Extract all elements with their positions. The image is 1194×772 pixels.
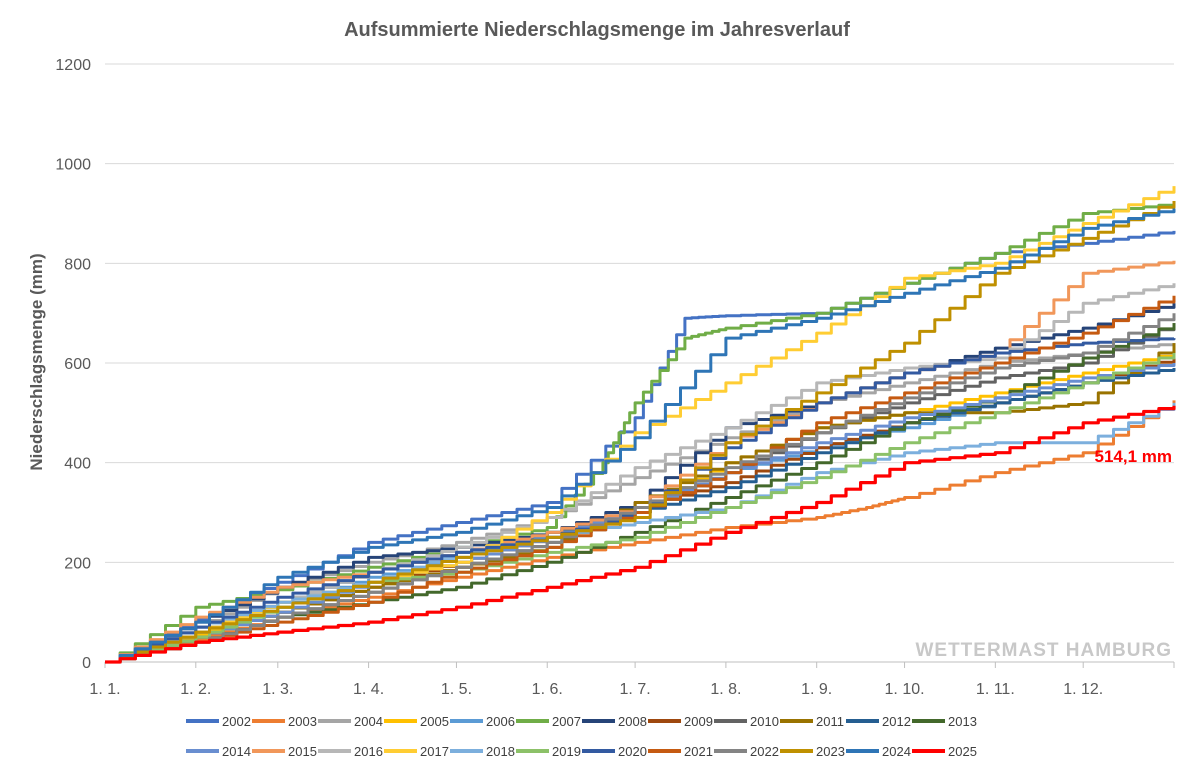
annotation-2025-total: 514,1 mm — [1095, 447, 1173, 466]
legend-label-2020: 2020 — [618, 744, 647, 759]
x-tick-label: 1. 5. — [441, 681, 472, 698]
legend-label-2022: 2022 — [750, 744, 779, 759]
x-tick-label: 1. 3. — [262, 681, 293, 698]
series-line-2024 — [105, 208, 1176, 664]
x-tick-label: 1. 4. — [353, 681, 384, 698]
legend-label-2017: 2017 — [420, 744, 449, 759]
legend-label-2005: 2005 — [420, 714, 449, 729]
legend-label-2023: 2023 — [816, 744, 845, 759]
y-tick-label: 600 — [64, 356, 91, 373]
legend-label-2015: 2015 — [288, 744, 317, 759]
legend-label-2014: 2014 — [222, 744, 251, 759]
legend-label-2010: 2010 — [750, 714, 779, 729]
y-tick-label: 0 — [82, 655, 91, 672]
legend-label-2009: 2009 — [684, 714, 713, 729]
x-tick-label: 1. 8. — [710, 681, 741, 698]
chart-title: Aufsummierte Niederschlagsmenge im Jahre… — [344, 19, 850, 41]
series-line-2025 — [105, 405, 1176, 664]
x-tick-label: 1. 2. — [180, 681, 211, 698]
x-tick-label: 1. 1. — [89, 681, 120, 698]
series-line-2022 — [105, 313, 1176, 664]
legend-label-2007: 2007 — [552, 714, 581, 729]
x-tick-label: 1. 6. — [532, 681, 563, 698]
y-tick-label: 800 — [64, 256, 91, 273]
y-tick-label: 1000 — [55, 157, 91, 174]
legend-label-2024: 2024 — [882, 744, 911, 759]
legend-label-2003: 2003 — [288, 714, 317, 729]
y-tick-label: 400 — [64, 456, 91, 473]
legend-label-2011: 2011 — [816, 714, 844, 729]
x-tick-label: 1. 12. — [1063, 681, 1103, 698]
x-tick-label: 1. 11. — [976, 681, 1015, 698]
series-lines — [105, 186, 1176, 664]
legend-label-2002: 2002 — [222, 714, 251, 729]
watermark-text: WETTERMAST HAMBURG — [915, 640, 1172, 661]
legend-label-2008: 2008 — [618, 714, 647, 729]
legend-label-2019: 2019 — [552, 744, 581, 759]
legend-label-2021: 2021 — [684, 744, 713, 759]
y-axis-label: Niederschlagsmenge (mm) — [27, 253, 46, 470]
x-tick-label: 1. 7. — [620, 681, 651, 698]
x-tick-label: 1. 9. — [801, 681, 832, 698]
legend-label-2013: 2013 — [948, 714, 977, 729]
y-tick-label: 200 — [64, 555, 91, 572]
legend-label-2006: 2006 — [486, 714, 515, 729]
x-axis-ticks: 1. 1. 1. 2. 1. 3. 1. 4. 1. 5. 1. 6. 1. 7. 1. 8.… — [89, 662, 1175, 698]
x-tick-label: 1. 10. — [885, 681, 925, 698]
legend-label-2004: 2004 — [354, 714, 383, 729]
legend-label-2018: 2018 — [486, 744, 515, 759]
legend-label-2025: 2025 — [948, 744, 977, 759]
gridlines — [105, 63, 1174, 663]
legend: 2002 2003 2004 2005 2006 2007 2008 2009 2010 2011… — [186, 714, 977, 759]
legend-label-2012: 2012 — [882, 714, 911, 729]
y-axis-ticks: 0 200 400 600 800 1000 1200 — [55, 57, 91, 672]
y-tick-label: 1200 — [55, 57, 91, 74]
legend-label-2016: 2016 — [354, 744, 383, 759]
